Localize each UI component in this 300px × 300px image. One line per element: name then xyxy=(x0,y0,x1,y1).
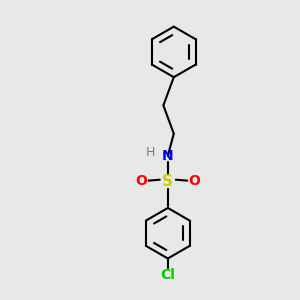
Text: Cl: Cl xyxy=(160,268,175,282)
Text: H: H xyxy=(145,146,155,160)
Text: N: N xyxy=(162,149,174,163)
Text: O: O xyxy=(189,174,200,188)
Text: O: O xyxy=(135,174,147,188)
Text: S: S xyxy=(162,174,173,189)
